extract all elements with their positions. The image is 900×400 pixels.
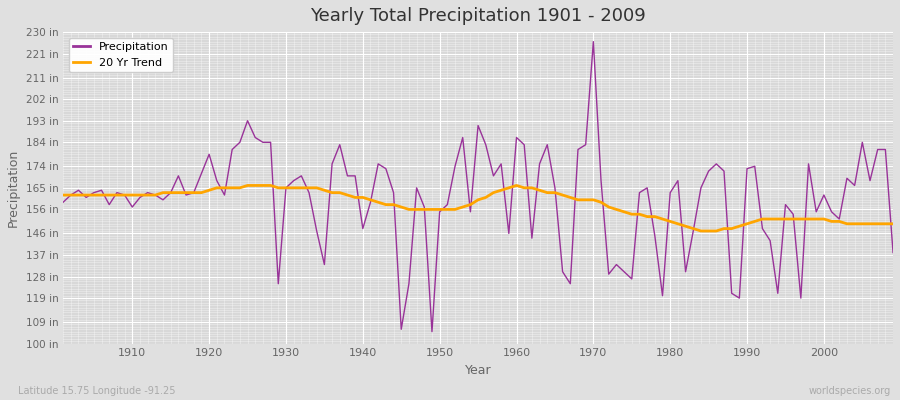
Line: Precipitation: Precipitation xyxy=(63,42,893,332)
20 Yr Trend xyxy=(696,228,706,233)
Precipitation xyxy=(427,329,437,334)
Precipitation xyxy=(618,269,629,274)
X-axis label: Year: Year xyxy=(464,364,491,377)
20 Yr Trend xyxy=(119,193,130,198)
Precipitation xyxy=(588,39,598,44)
Precipitation xyxy=(335,142,346,147)
20 Yr Trend xyxy=(611,207,622,212)
20 Yr Trend xyxy=(518,186,529,190)
Text: worldspecies.org: worldspecies.org xyxy=(809,386,891,396)
Text: Latitude 15.75 Longitude -91.25: Latitude 15.75 Longitude -91.25 xyxy=(18,386,176,396)
Legend: Precipitation, 20 Yr Trend: Precipitation, 20 Yr Trend xyxy=(68,38,173,72)
20 Yr Trend xyxy=(342,193,353,198)
Precipitation xyxy=(119,193,130,198)
Precipitation xyxy=(511,135,522,140)
20 Yr Trend xyxy=(242,183,253,188)
20 Yr Trend xyxy=(511,183,522,188)
20 Yr Trend xyxy=(58,193,68,198)
Title: Yearly Total Precipitation 1901 - 2009: Yearly Total Precipitation 1901 - 2009 xyxy=(310,7,646,25)
20 Yr Trend xyxy=(296,186,307,190)
Line: 20 Yr Trend: 20 Yr Trend xyxy=(63,186,893,231)
Precipitation xyxy=(288,178,299,183)
Precipitation xyxy=(518,142,529,147)
20 Yr Trend xyxy=(887,221,898,226)
Precipitation xyxy=(58,200,68,205)
Precipitation xyxy=(887,250,898,255)
Y-axis label: Precipitation: Precipitation xyxy=(7,149,20,227)
